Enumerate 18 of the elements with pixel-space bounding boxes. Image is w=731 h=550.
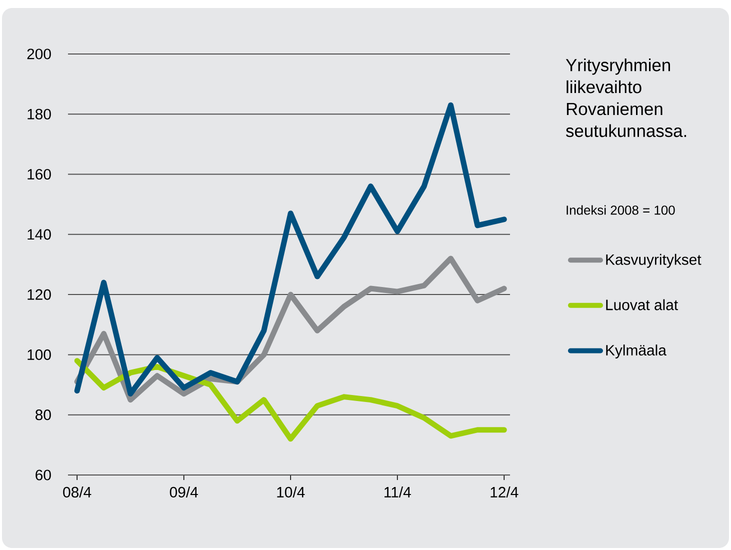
y-tick-label: 160 — [28, 168, 51, 180]
x-tick-label: 10/4 — [277, 486, 305, 498]
y-tick-label: 180 — [28, 108, 51, 120]
y-tick-label: 140 — [28, 229, 51, 240]
y-tick-label: 120 — [28, 289, 51, 300]
legend-label: Luovat alat — [606, 299, 678, 310]
legend-label: Kylmäala — [606, 344, 666, 358]
x-tick-label: 09/4 — [170, 486, 198, 498]
y-tick-label: 60 — [36, 470, 51, 480]
y-tick-label: 80 — [36, 410, 51, 420]
text: Indeksi 2008 = 100 — [566, 205, 675, 215]
text: Yritysryhmien liikevaihto Rovaniemen seutukunnassa. — [566, 58, 686, 138]
x-tick-label: 11/4 — [384, 486, 411, 498]
y-tick-label: 200 — [27, 48, 51, 60]
x-tick-label: 12/4 — [490, 486, 518, 498]
legend-label: Kasvuyritykset — [606, 254, 702, 268]
x-tick-label: 08/4 — [63, 486, 92, 498]
y-tick-label: 100 — [28, 349, 51, 360]
